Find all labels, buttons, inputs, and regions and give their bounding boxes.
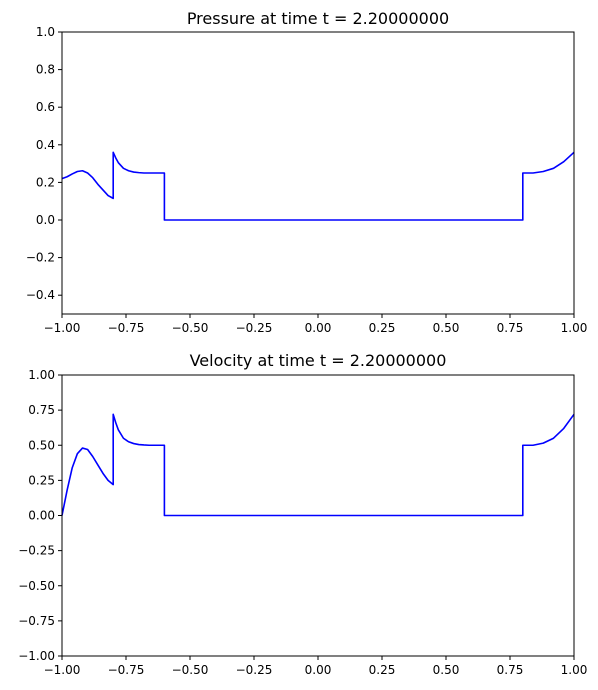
pressure-x-tick-label: 0.25 [369,321,396,335]
pressure-y-tick-label: 0.0 [36,213,55,227]
velocity-y-tick-label: 0.00 [28,509,55,523]
velocity-y-tick-label: 0.50 [28,438,55,452]
velocity-x-tick-label: 0.50 [433,663,460,677]
velocity-x-tick-label: 0.75 [497,663,524,677]
velocity-x-tick-label: 0.25 [369,663,396,677]
pressure-x-tick-label: 0.50 [433,321,460,335]
velocity-chart-title: Velocity at time t = 2.20000000 [190,351,447,370]
pressure-x-tick-label: −0.50 [172,321,209,335]
pressure-plot-area: −1.00 −0.75 −0.50 −0.25 0.00 0.25 0.50 0.75 1.00… [26,25,588,335]
pressure-y-tick-label: 1.0 [36,25,55,39]
velocity-y-tick-label: −1.00 [18,649,55,663]
pressure-subplot: Pressure at time t = 2.20000000 −1.00 −0.… [26,9,588,335]
pressure-x-tick-label: −1.00 [44,321,81,335]
velocity-y-tick-label: 0.75 [28,403,55,417]
velocity-x-tick-label: −1.00 [44,663,81,677]
velocity-y-tick-label: 0.25 [28,473,55,487]
velocity-series-line [61,413,575,517]
velocity-subplot: Velocity at time t = 2.20000000 −1.00 −0.… [18,351,587,677]
velocity-plot-area: −1.00 −0.75 −0.50 −0.25 0.00 0.25 0.50 0.75 1.00… [18,368,587,677]
pressure-x-tick-label: −0.25 [236,321,273,335]
pressure-series-line [61,151,575,221]
pressure-y-tick-label: 0.2 [36,175,55,189]
pressure-y-tick-label: −0.4 [26,288,55,302]
velocity-y-tick-label: −0.50 [18,579,55,593]
velocity-y-tick-label: 1.00 [28,368,55,382]
velocity-x-tick-label: 1.00 [561,663,588,677]
velocity-y-tick-label: −0.75 [18,614,55,628]
pressure-chart-title: Pressure at time t = 2.20000000 [187,9,449,28]
pressure-y-tick-label: −0.2 [26,251,55,265]
pressure-x-tick-label: 1.00 [561,321,588,335]
velocity-x-tick-label: −0.50 [172,663,209,677]
pressure-y-tick-label: 0.8 [36,63,55,77]
velocity-x-tick-label: 0.00 [305,663,332,677]
pressure-x-tick-label: 0.00 [305,321,332,335]
pressure-x-tick-label: 0.75 [497,321,524,335]
pressure-y-tick-label: 0.4 [36,138,55,152]
velocity-x-tick-label: −0.75 [108,663,145,677]
pressure-y-tick-label: 0.6 [36,100,55,114]
velocity-y-tick-label: −0.25 [18,544,55,558]
pressure-x-tick-label: −0.75 [108,321,145,335]
velocity-x-tick-label: −0.25 [236,663,273,677]
